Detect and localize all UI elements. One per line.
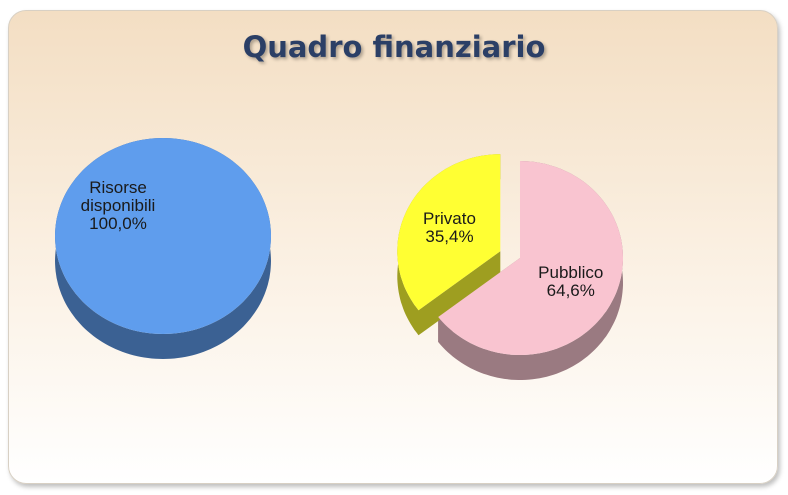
- chart-title: Quadro finanziario: [242, 30, 546, 64]
- slice: [55, 138, 271, 334]
- slice-value-label: 35,4%: [425, 226, 474, 246]
- slice-value-label: 64,6%: [546, 280, 595, 300]
- slice-label: Pubblico 64,6%: [521, 262, 621, 300]
- slice-side: [438, 161, 623, 380]
- slice-wall: [418, 251, 501, 336]
- slice-label: Privato 35,4%: [399, 208, 499, 246]
- slice: [397, 154, 501, 311]
- slice: [438, 161, 623, 355]
- slice-category: Risorse disponibili: [80, 178, 156, 215]
- slice-value-label: 100,0%: [89, 214, 147, 233]
- slice-label: Risorse disponibili 100,0%: [68, 179, 168, 233]
- slice-category: Pubblico: [538, 262, 604, 282]
- slice-category: Privato: [423, 208, 476, 228]
